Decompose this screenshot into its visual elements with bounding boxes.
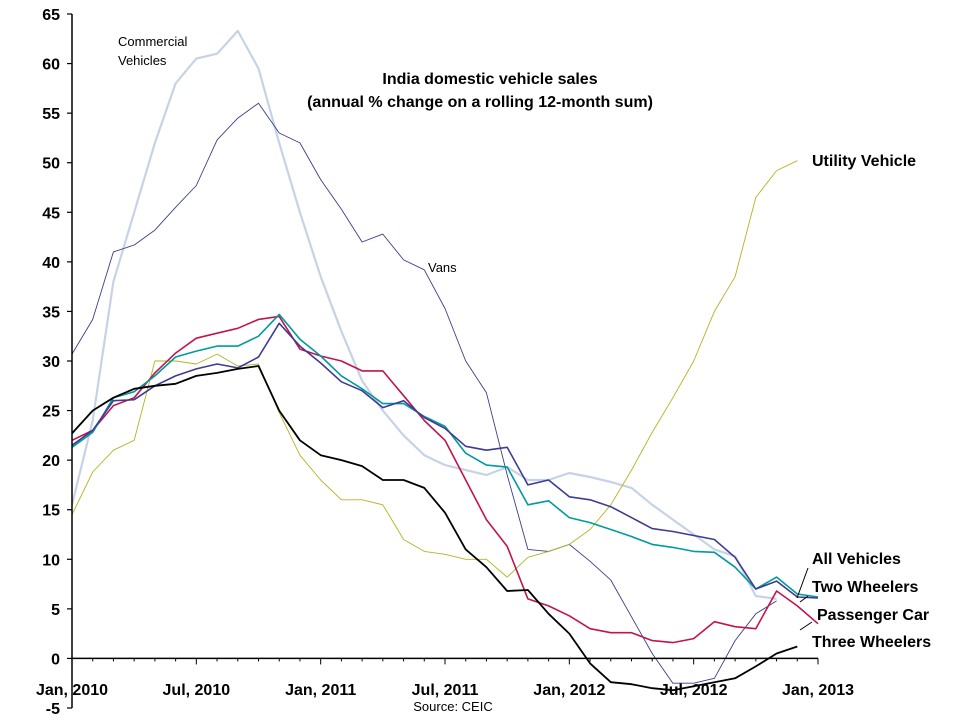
leader-two-wheelers [799, 595, 809, 603]
label-two-wheelers: Two Wheelers [812, 579, 918, 596]
x-tick-label: Jul, 2011 [412, 682, 479, 699]
chart-title: India domestic vehicle sales [382, 71, 597, 88]
y-tick-label: 10 [42, 552, 60, 569]
y-tick-label: 45 [42, 205, 60, 222]
label-passenger-car: Passenger Car [817, 607, 929, 624]
x-tick-label: Jul, 2012 [660, 682, 728, 699]
y-tick-label: -5 [46, 701, 60, 718]
y-tick-label: 55 [42, 106, 60, 123]
label-three-wheelers: Three Wheelers [812, 634, 931, 651]
y-tick-label: 60 [42, 57, 60, 74]
series-line-all-vehicles [71, 322, 819, 599]
series-labels: Commercial Vehicles Vans Utility Vehicle Pas… [118, 34, 931, 651]
x-tick-label: Jan, 2013 [782, 682, 854, 699]
label-commercial-vehicles-line2: Vehicles [118, 53, 167, 68]
source-note: Source: CEIC [413, 699, 492, 714]
y-tick-label: 40 [42, 255, 60, 272]
y-tick-label: 5 [51, 602, 60, 619]
x-tick-label: Jan, 2012 [533, 682, 605, 699]
label-commercial-vehicles-line1: Commercial [118, 34, 187, 49]
y-tick-label: 50 [42, 156, 60, 173]
x-tick-label: Jan, 2010 [36, 682, 108, 699]
label-all-vehicles: All Vehicles [812, 551, 901, 568]
y-tick-label: 15 [42, 503, 60, 520]
series-line-two-wheelers [71, 313, 819, 598]
y-tick-label: 35 [42, 304, 60, 321]
x-tick-label: Jan, 2011 [285, 682, 356, 699]
series-line-vans [71, 102, 777, 684]
x-tick-label: Jul, 2010 [163, 682, 231, 699]
chart-subtitle: (annual % change on a rolling 12-month s… [307, 94, 653, 111]
label-utility-vehicle: Utility Vehicle [812, 153, 916, 170]
y-tick-label: 65 [42, 7, 60, 24]
series-line-three-wheelers [71, 365, 798, 692]
label-vans: Vans [428, 260, 457, 275]
y-tick-label: 20 [42, 453, 60, 470]
axes: Jan, 2010 Jul, 2010 Jan, 2011 Jul, 2011 Jan,… [36, 14, 854, 708]
y-tick-label: 25 [42, 404, 60, 421]
series-group [70, 29, 819, 692]
y-axis-ticks: -5 0 5 10 15 20 25 30 35 40 45 50 55 60 65 [42, 7, 72, 718]
y-tick-label: 30 [42, 354, 60, 371]
series-line-utility-vehicle [71, 160, 798, 578]
y-tick-label: 0 [51, 651, 60, 668]
leader-passenger-car [799, 621, 813, 631]
series-line-commercial-vehicles [70, 29, 777, 600]
series-line-passenger-car [71, 315, 819, 644]
leader-all-vehicles [796, 567, 809, 599]
